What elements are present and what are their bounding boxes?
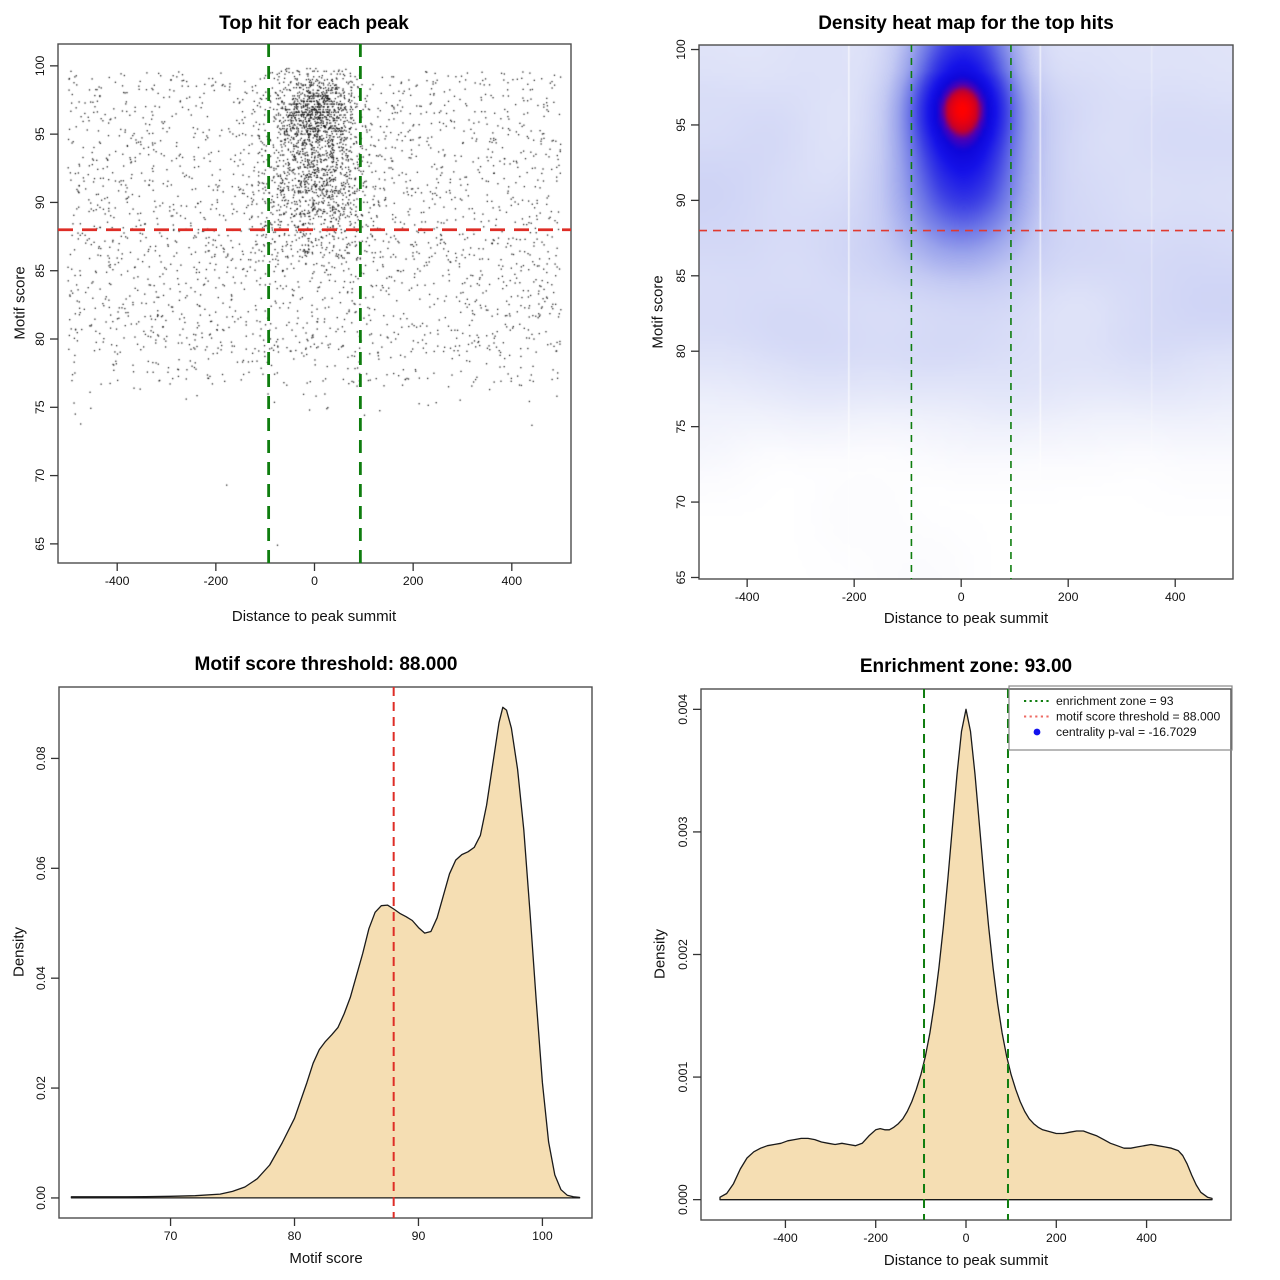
x-tick-label: 200 — [403, 574, 424, 588]
y-tick-label: 75 — [33, 400, 47, 414]
y-tick-label: 0.000 — [676, 1184, 690, 1215]
x-tick-label: 100 — [532, 1229, 553, 1243]
score-density-ylabel: Density — [10, 926, 28, 978]
x-tick-label: 200 — [1046, 1231, 1067, 1245]
y-tick-label: 0.003 — [676, 816, 690, 847]
x-tick-label: -400 — [105, 574, 130, 588]
x-tick-label: 0 — [963, 1231, 970, 1245]
x-tick-label: 400 — [502, 574, 523, 588]
y-tick-label: 85 — [33, 264, 47, 278]
distance-density-title: Enrichment zone: 93.00 — [859, 656, 1073, 677]
scatter-ylabel: Motif score — [11, 266, 29, 340]
x-tick-label: -200 — [842, 590, 867, 604]
y-tick-label: 65 — [33, 537, 47, 551]
y-tick-label: 0.04 — [34, 966, 48, 990]
distance-density-xlabel: Distance to peak summit — [883, 1252, 1049, 1269]
legend-dot-glyph — [1033, 728, 1041, 736]
score-density-xlabel: Motif score — [289, 1250, 363, 1267]
x-tick-label: 200 — [1058, 590, 1079, 604]
x-tick-label: 90 — [412, 1229, 426, 1243]
y-tick-label: 100 — [33, 55, 47, 76]
scatter-xlabel: Distance to peak summit — [231, 608, 397, 625]
y-tick-label: 95 — [674, 118, 688, 132]
heatmap-canvas — [699, 45, 1233, 579]
y-tick-label: 90 — [33, 195, 47, 209]
y-tick-label: 0.02 — [34, 1076, 48, 1100]
x-tick-label: 80 — [288, 1229, 302, 1243]
x-tick-label: 400 — [1165, 590, 1186, 604]
plot-box — [57, 43, 572, 564]
x-tick-label: -200 — [204, 574, 229, 588]
y-tick-label: 0.06 — [34, 856, 48, 880]
heatmap-ylabel: Motif score — [649, 275, 667, 349]
scatter-title: Top hit for each peak — [219, 13, 409, 34]
y-tick-label: 80 — [674, 344, 688, 358]
y-tick-label: 75 — [674, 420, 688, 434]
y-tick-label: 0.001 — [676, 1062, 690, 1093]
x-tick-label: -400 — [735, 590, 760, 604]
scatter-points-canvas — [58, 44, 571, 563]
x-tick-label: 0 — [311, 574, 318, 588]
x-tick-label: 0 — [958, 590, 965, 604]
y-tick-label: 80 — [33, 332, 47, 346]
x-tick-label: 70 — [164, 1229, 178, 1243]
distance-density-curve — [719, 708, 1213, 1201]
legend-label: enrichment zone = 93 — [1056, 694, 1174, 708]
y-tick-label: 70 — [674, 495, 688, 509]
y-tick-label: 70 — [33, 469, 47, 483]
x-tick-label: -400 — [773, 1231, 798, 1245]
y-tick-label: 95 — [33, 127, 47, 141]
y-tick-label: 85 — [674, 269, 688, 283]
legend-label: centrality p-val = -16.7029 — [1056, 725, 1197, 739]
y-tick-label: 0.004 — [676, 694, 690, 725]
y-tick-label: 0.002 — [676, 939, 690, 970]
heatmap-xlabel: Distance to peak summit — [883, 610, 1049, 627]
legend-label: motif score threshold = 88.000 — [1056, 710, 1221, 724]
x-tick-label: 400 — [1136, 1231, 1157, 1245]
distance-density-ylabel: Density — [651, 928, 669, 980]
y-tick-label: 90 — [674, 193, 688, 207]
score-density-curve — [70, 706, 581, 1199]
y-tick-label: 0.08 — [34, 746, 48, 770]
heatmap-title: Density heat map for the top hits — [818, 13, 1114, 34]
y-tick-label: 65 — [674, 570, 688, 584]
plot-box — [58, 686, 593, 1219]
y-tick-label: 0.00 — [34, 1186, 48, 1210]
y-tick-label: 100 — [674, 39, 688, 60]
plot-box — [698, 44, 1234, 580]
legend-box — [1008, 685, 1233, 751]
x-tick-label: -200 — [863, 1231, 888, 1245]
score-density-title: Motif score threshold: 88.000 — [194, 654, 458, 675]
